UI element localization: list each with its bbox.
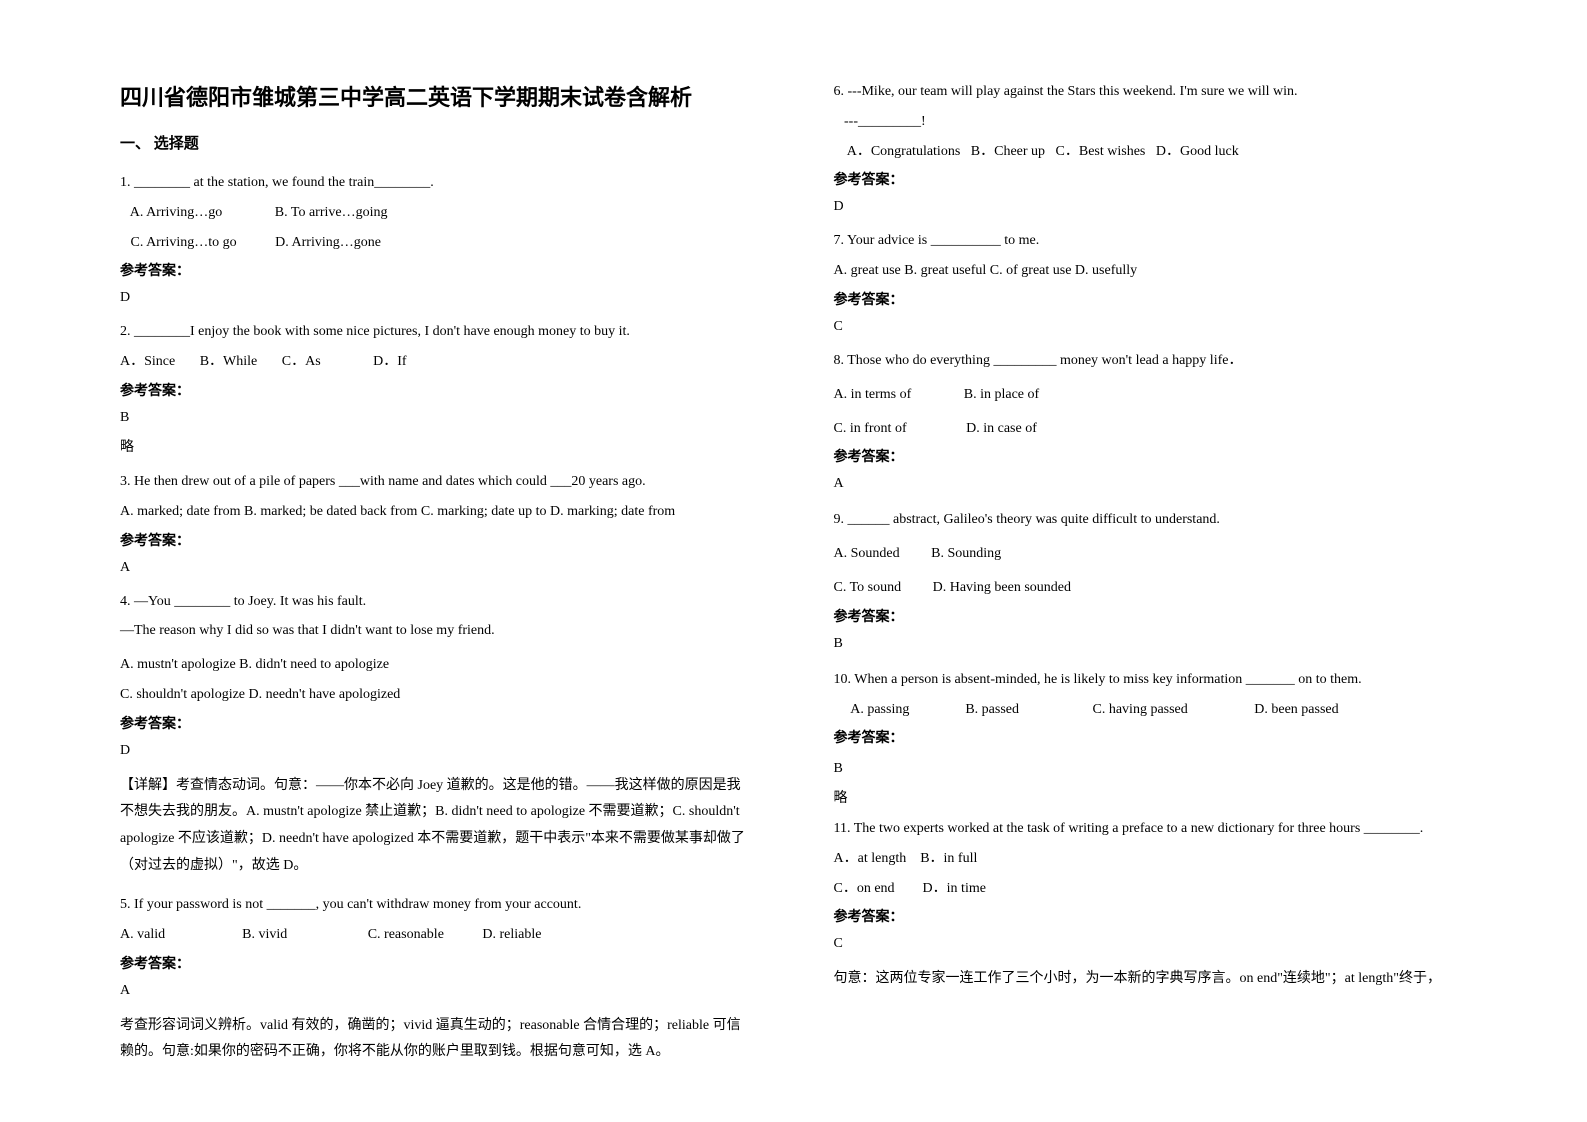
question-11-answer: C: [834, 936, 1468, 952]
right-column: 6. ---Mike, our team will play against t…: [794, 80, 1488, 1082]
question-4-opts-row2: C. shouldn't apologize D. needn't have a…: [120, 683, 754, 707]
answer-label: 参考答案：: [120, 953, 754, 973]
question-10-note: 略: [834, 787, 1468, 811]
question-5-explanation: 考查形容词词义辨析。valid 有效的，确凿的；vivid 逼真生动的；reas…: [120, 1013, 754, 1066]
question-2: 2. ________I enjoy the book with some ni…: [120, 320, 754, 344]
answer-label: 参考答案：: [120, 530, 754, 550]
doc-title: 四川省德阳市雏城第三中学高二英语下学期期末试卷含解析: [120, 80, 754, 112]
question-1-opts-row1: A. Arriving…go B. To arrive…going: [120, 201, 754, 225]
answer-label: 参考答案：: [120, 713, 754, 733]
answer-label: 参考答案：: [834, 446, 1468, 466]
question-11-explanation: 句意：这两位专家一连工作了三个小时，为一本新的字典写序言。on end"连续地"…: [834, 966, 1468, 993]
question-2-opts: A．Since B．While C．As D．If: [120, 350, 754, 374]
question-9-opts-row1: A. Sounded B. Sounding: [834, 542, 1468, 566]
question-8-opts-row1: A. in terms of B. in place of: [834, 383, 1468, 407]
question-8: 8. Those who do everything _________ mon…: [834, 349, 1468, 373]
question-1-opts-row2: C. Arriving…to go D. Arriving…gone: [120, 231, 754, 255]
question-3-line1: 3. He then drew out of a pile of papers …: [120, 470, 754, 494]
question-5: 5. If your password is not _______, you …: [120, 893, 754, 917]
question-3-answer: A: [120, 560, 754, 576]
question-1: 1. ________ at the station, we found the…: [120, 171, 754, 195]
left-column: 四川省德阳市雏城第三中学高二英语下学期期末试卷含解析 一、 选择题 1. ___…: [100, 80, 794, 1082]
question-6-line2: ---_________!: [834, 110, 1468, 134]
question-8-answer: A: [834, 476, 1468, 492]
question-4-line2: —The reason why I did so was that I didn…: [120, 619, 754, 643]
question-11: 11. The two experts worked at the task o…: [834, 817, 1468, 841]
question-6-line1: 6. ---Mike, our team will play against t…: [834, 80, 1468, 104]
question-10-opts: A. passing B. passed C. having passed D.…: [834, 698, 1468, 722]
question-4-opts-row1: A. mustn't apologize B. didn't need to a…: [120, 653, 754, 677]
answer-label: 参考答案：: [120, 380, 754, 400]
answer-label: 参考答案：: [120, 260, 754, 280]
question-8-opts-row2: C. in front of D. in case of: [834, 417, 1468, 441]
question-7-answer: C: [834, 319, 1468, 335]
question-9-answer: B: [834, 636, 1468, 652]
answer-label: 参考答案：: [834, 169, 1468, 189]
question-2-answer: B: [120, 410, 754, 426]
question-7-opts: A. great use B. great useful C. of great…: [834, 259, 1468, 283]
question-4-explanation: 【详解】考查情态动词。句意：——你本不必向 Joey 道歉的。这是他的错。——我…: [120, 773, 754, 879]
section-heading: 一、 选择题: [120, 132, 754, 153]
question-5-answer: A: [120, 983, 754, 999]
question-4-line1: 4. —You ________ to Joey. It was his fau…: [120, 590, 754, 614]
question-3-line2: A. marked; date from B. marked; be dated…: [120, 500, 754, 524]
answer-label: 参考答案：: [834, 727, 1468, 747]
question-5-opts: A. valid B. vivid C. reasonable D. relia…: [120, 923, 754, 947]
question-4-answer: D: [120, 743, 754, 759]
question-1-answer: D: [120, 290, 754, 306]
question-11-opts-row2: C．on end D．in time: [834, 877, 1468, 901]
question-11-opts-row1: A．at length B．in full: [834, 847, 1468, 871]
question-10-answer: B: [834, 757, 1468, 781]
question-9: 9. ______ abstract, Galileo's theory was…: [834, 508, 1468, 532]
answer-label: 参考答案：: [834, 289, 1468, 309]
question-7: 7. Your advice is __________ to me.: [834, 229, 1468, 253]
answer-label: 参考答案：: [834, 606, 1468, 626]
question-10: 10. When a person is absent-minded, he i…: [834, 668, 1468, 692]
question-6-answer: D: [834, 199, 1468, 215]
question-2-note: 略: [120, 436, 754, 456]
answer-label: 参考答案：: [834, 906, 1468, 926]
question-9-opts-row2: C. To sound D. Having been sounded: [834, 576, 1468, 600]
question-6-opts: A．Congratulations B．Cheer up C．Best wish…: [834, 140, 1468, 164]
